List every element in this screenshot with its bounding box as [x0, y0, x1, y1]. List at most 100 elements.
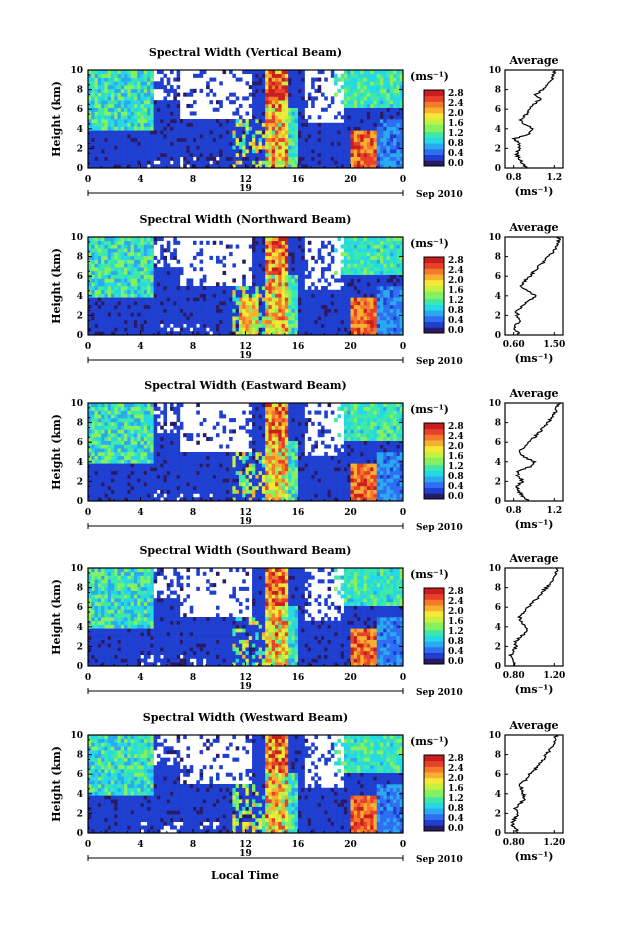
heatmap-cell: [229, 301, 233, 306]
heatmap-cell: [399, 70, 404, 75]
heatmap-cell: [117, 436, 122, 441]
heatmap-cell: [107, 77, 112, 82]
heatmap-cell: [150, 478, 154, 483]
heatmap-cell: [127, 497, 131, 502]
heatmap-cell: [383, 308, 387, 313]
heatmap-cell: [311, 103, 315, 108]
heatmap-cell: [150, 444, 154, 449]
heatmap-cell: [304, 164, 309, 169]
heatmap-cell: [393, 145, 397, 150]
heatmap-cell: [380, 323, 384, 328]
heatmap-cell: [337, 130, 341, 135]
heatmap-cell: [343, 119, 348, 124]
heatmap-cell: [133, 289, 138, 294]
heatmap-cell: [304, 301, 309, 306]
heatmap-cell: [163, 85, 168, 90]
heatmap-cell: [311, 152, 315, 157]
heatmap-cell: [147, 160, 151, 165]
heatmap-cell: [229, 119, 233, 124]
heatmap-cell: [350, 152, 355, 157]
heatmap-cell: [258, 107, 263, 112]
heatmap-cell: [265, 267, 269, 272]
heatmap-cell: [320, 289, 325, 294]
heatmap-cell: [94, 489, 99, 494]
heatmap-cell: [127, 134, 131, 139]
heatmap-cell: [235, 316, 240, 321]
heatmap-cell: [91, 293, 95, 298]
heatmap-cell: [370, 252, 374, 257]
heatmap-cell: [291, 77, 296, 82]
heatmap-cell: [317, 252, 322, 257]
heatmap-cell: [363, 85, 368, 90]
heatmap-cell: [150, 289, 154, 294]
heatmap-cell: [150, 149, 154, 154]
heatmap-cell: [271, 88, 276, 93]
heatmap-cell: [193, 267, 197, 272]
heatmap-cell: [88, 323, 92, 328]
heatmap-cell: [235, 244, 240, 249]
heatmap-cell: [386, 289, 391, 294]
heatmap-cell: [330, 289, 335, 294]
heatmap-cell: [196, 126, 200, 131]
heatmap-cell: [117, 410, 122, 415]
heatmap-cell: [271, 304, 276, 309]
heatmap-cell: [88, 331, 92, 336]
heatmap-cell: [294, 130, 299, 135]
heatmap-cell: [268, 293, 273, 298]
heatmap-cell: [278, 255, 282, 260]
heatmap-cell: [143, 77, 148, 82]
heatmap-cell: [97, 304, 102, 309]
heatmap-cell: [160, 152, 164, 157]
heatmap-cell: [360, 77, 364, 82]
heatmap-cell: [238, 103, 243, 108]
heatmap-cell: [330, 160, 335, 165]
heatmap-cell: [104, 164, 108, 169]
heatmap-cell: [147, 282, 151, 287]
heatmap-cell: [114, 433, 118, 438]
heatmap-cell: [196, 301, 200, 306]
heatmap-cell: [399, 92, 404, 97]
heatmap-cell: [261, 255, 266, 260]
heatmap-cell: [143, 70, 148, 75]
heatmap-cell: [91, 418, 95, 423]
heatmap-cell: [255, 289, 259, 294]
heatmap-cell: [294, 103, 299, 108]
heatmap-cell: [107, 410, 112, 415]
heatmap-cell: [110, 70, 115, 75]
heatmap-cell: [127, 126, 131, 131]
heatmap-cell: [340, 301, 345, 306]
heatmap-cell: [140, 107, 145, 112]
heatmap-cell: [147, 81, 151, 86]
heatmap-cell: [137, 137, 141, 142]
heatmap-cell: [340, 156, 345, 161]
heatmap-cell: [304, 137, 309, 142]
heatmap-cell: [380, 100, 384, 105]
heatmap-cell: [137, 103, 141, 108]
heatmap-cell: [120, 440, 125, 445]
heatmap-cell: [334, 312, 338, 317]
heatmap-cell: [281, 103, 286, 108]
heatmap-cell: [91, 467, 95, 472]
heatmap-cell: [357, 297, 361, 302]
heatmap-cell: [399, 248, 404, 253]
heatmap-cell: [376, 134, 381, 139]
heatmap-cell: [343, 240, 348, 245]
heatmap-cell: [107, 88, 112, 93]
heatmap-cell: [193, 126, 197, 131]
heatmap-cell: [150, 482, 154, 487]
heatmap-cell: [353, 70, 358, 75]
heatmap-cell: [137, 459, 141, 464]
heatmap-cell: [343, 96, 348, 101]
heatmap-cell: [166, 278, 171, 283]
heatmap-cell: [334, 92, 338, 97]
heatmap-cell: [94, 421, 99, 426]
heatmap-cell: [360, 107, 364, 112]
heatmap-cell: [127, 429, 131, 434]
heatmap-cell: [396, 81, 401, 86]
heatmap-cell: [298, 248, 302, 253]
heatmap-cell: [147, 248, 151, 253]
colorbar-tick-label: 2.0: [448, 109, 464, 119]
heatmap-cell: [343, 327, 348, 332]
heatmap-cell: [156, 323, 161, 328]
heatmap-cell: [199, 164, 204, 169]
